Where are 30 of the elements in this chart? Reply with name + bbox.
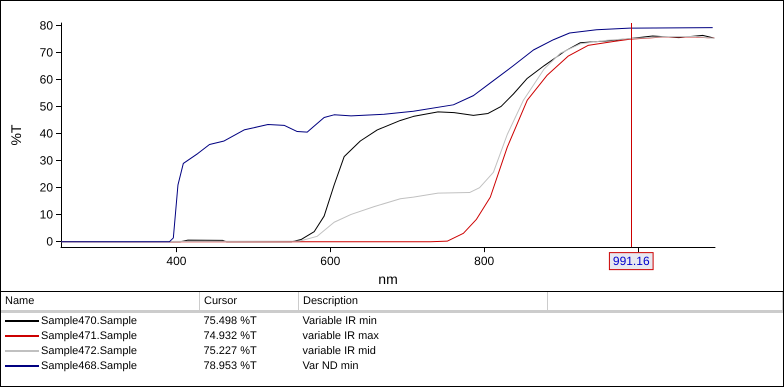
text: Description [298, 292, 548, 312]
text: variable IR mid [302, 344, 377, 358]
x-tick-label: 400 [166, 254, 187, 268]
y-tick-label: 30 [40, 154, 54, 168]
y-tick-label: 70 [40, 46, 54, 60]
y-tick-label: 40 [40, 126, 54, 141]
x-axis-title: nm [378, 271, 398, 287]
y-tick-label: 10 [40, 208, 54, 222]
legend-label: Sample470.Sample [40, 314, 138, 328]
legend-label: Sample471.Sample [40, 328, 138, 343]
y-tick-label: 0 [46, 234, 54, 249]
y-tick-label: 20 [40, 180, 54, 195]
ref-line-label: 991.16 [612, 254, 650, 268]
y-tick-label: 60 [40, 72, 54, 87]
text: 78.953 %T [202, 358, 258, 373]
legend-label: Sample468.Sample [40, 358, 138, 373]
text: Variable IR min [302, 314, 378, 328]
text: Name [1, 292, 200, 312]
text: Var ND min [302, 358, 360, 373]
text: 75.227 %T [202, 344, 258, 358]
legend-label: Sample472.Sample [40, 344, 138, 358]
y-tick-label: 50 [40, 100, 54, 114]
x-tick-label: 800 [474, 254, 495, 268]
text: Cursor [200, 292, 298, 312]
y-tick-label: 80 [40, 18, 54, 33]
text: variable IR max [302, 328, 380, 343]
text: 75.498 %T [202, 314, 258, 328]
x-tick-label: 600 [320, 254, 341, 268]
y-axis-title: %T [8, 124, 24, 146]
text: 74.932 %T [202, 328, 258, 343]
